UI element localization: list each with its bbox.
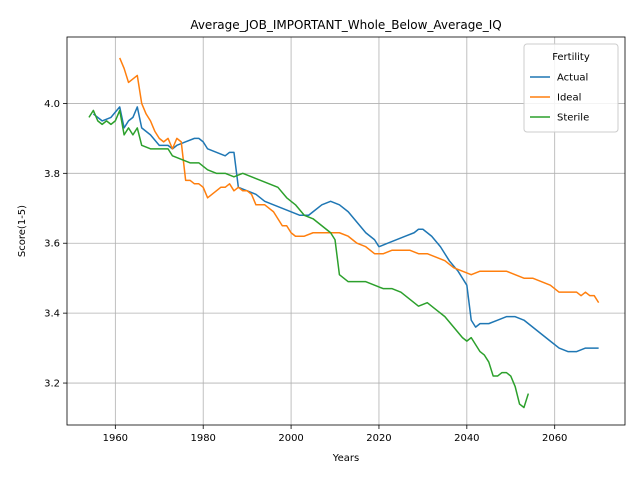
legend-label-ideal: Ideal [557,93,581,104]
chart-title: Average_JOB_IMPORTANT_Whole_Below_Averag… [190,18,501,32]
y-tick-label: 3.4 [44,309,60,320]
legend-title: Fertility [552,52,590,63]
x-tick-label: 2020 [366,433,391,444]
series-line-ideal [119,57,600,304]
x-ticks: 1960 1980 2000 2020 2040 2060 [103,425,567,444]
legend-label-sterile: Sterile [557,113,589,124]
x-tick-label: 1980 [190,433,215,444]
y-ticks: 3.2 3.4 3.6 3.8 4.0 [44,99,67,390]
x-tick-label: 2000 [278,433,303,444]
y-tick-label: 3.2 [44,379,60,390]
plot-frame [66,36,626,426]
series-line-sterile [88,109,530,409]
legend-entries: Actual Ideal Sterile [530,73,589,124]
x-tick-label: 1960 [103,433,128,444]
series-lines [88,57,600,409]
x-tick-label: 2040 [454,433,479,444]
series-line-actual [92,106,599,353]
legend-label-actual: Actual [557,73,588,84]
x-axis-label: Years [332,453,359,464]
x-tick-label: 2060 [542,433,567,444]
legend: Fertility Actual Ideal Sterile [523,43,619,133]
y-tick-label: 4.0 [44,99,60,110]
legend-box [523,43,619,133]
y-axis-label: Score(1-5) [17,205,28,257]
y-tick-label: 3.6 [44,239,60,250]
y-tick-label: 3.8 [44,169,60,180]
